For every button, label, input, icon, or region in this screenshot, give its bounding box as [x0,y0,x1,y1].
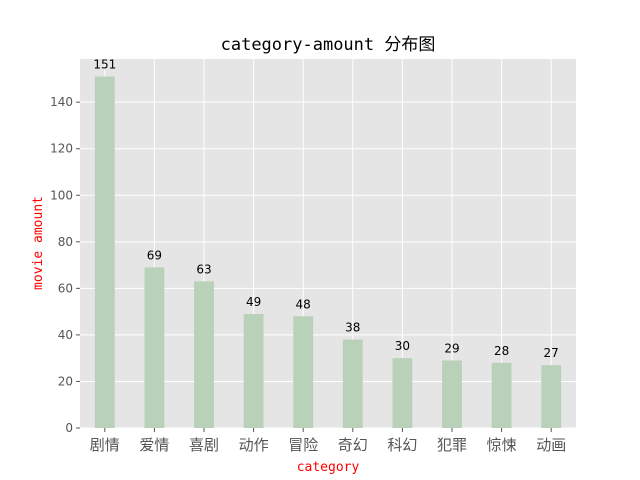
bar-value-label: 38 [345,321,360,335]
y-tick-label: 80 [58,235,73,249]
bar-value-label: 29 [444,342,459,356]
x-tick-label: 爱情 [139,436,169,454]
x-axis-ticks: 剧情 爱情 喜剧 动作 冒险 奇幻 科幻 犯罪 惊悚 动画 [90,428,566,454]
bar-value-label: 28 [494,344,509,358]
y-axis-ticks: 0 20 40 60 80 100 120 140 [50,95,80,435]
x-tick-label: 动画 [536,436,566,454]
bar-value-label: 69 [147,248,162,262]
chart-title: category-amount 分布图 [221,35,436,55]
bar-value-label: 27 [544,346,559,360]
x-tick-label: 惊悚 [487,436,517,454]
x-tick-label: 剧情 [90,436,120,454]
bar [144,267,165,428]
bar [392,358,413,428]
x-tick-label: 喜剧 [189,436,219,454]
x-tick-label: 犯罪 [437,436,467,454]
y-tick-label: 60 [58,281,73,295]
x-tick-label: 奇幻 [338,436,368,454]
x-axis-label: category [297,460,360,475]
y-tick-label: 40 [58,328,73,342]
x-tick-label: 冒险 [288,436,318,454]
y-tick-label: 100 [50,188,73,202]
y-axis-label: movie amount [31,196,46,290]
bar [342,339,363,428]
y-tick-label: 0 [65,421,73,435]
bar [243,313,264,428]
bar-value-label: 30 [395,339,410,353]
bar-value-label: 63 [196,262,211,276]
bars [94,76,562,429]
bar [442,360,462,428]
x-tick-label: 动作 [239,436,269,454]
y-tick-label: 120 [50,142,73,156]
bar-value-label: 48 [296,297,311,311]
bar [293,316,314,428]
data-labels: 151 69 63 49 48 38 30 29 28 27 [93,58,558,361]
y-tick-label: 140 [50,95,73,109]
y-tick-label: 20 [58,374,73,388]
bar [94,76,115,429]
bar-value-label: 49 [246,295,261,309]
x-tick-label: 科幻 [387,436,417,454]
bar [491,362,512,428]
bar [541,365,562,428]
bar-value-label: 151 [93,58,116,72]
bar [194,281,214,428]
